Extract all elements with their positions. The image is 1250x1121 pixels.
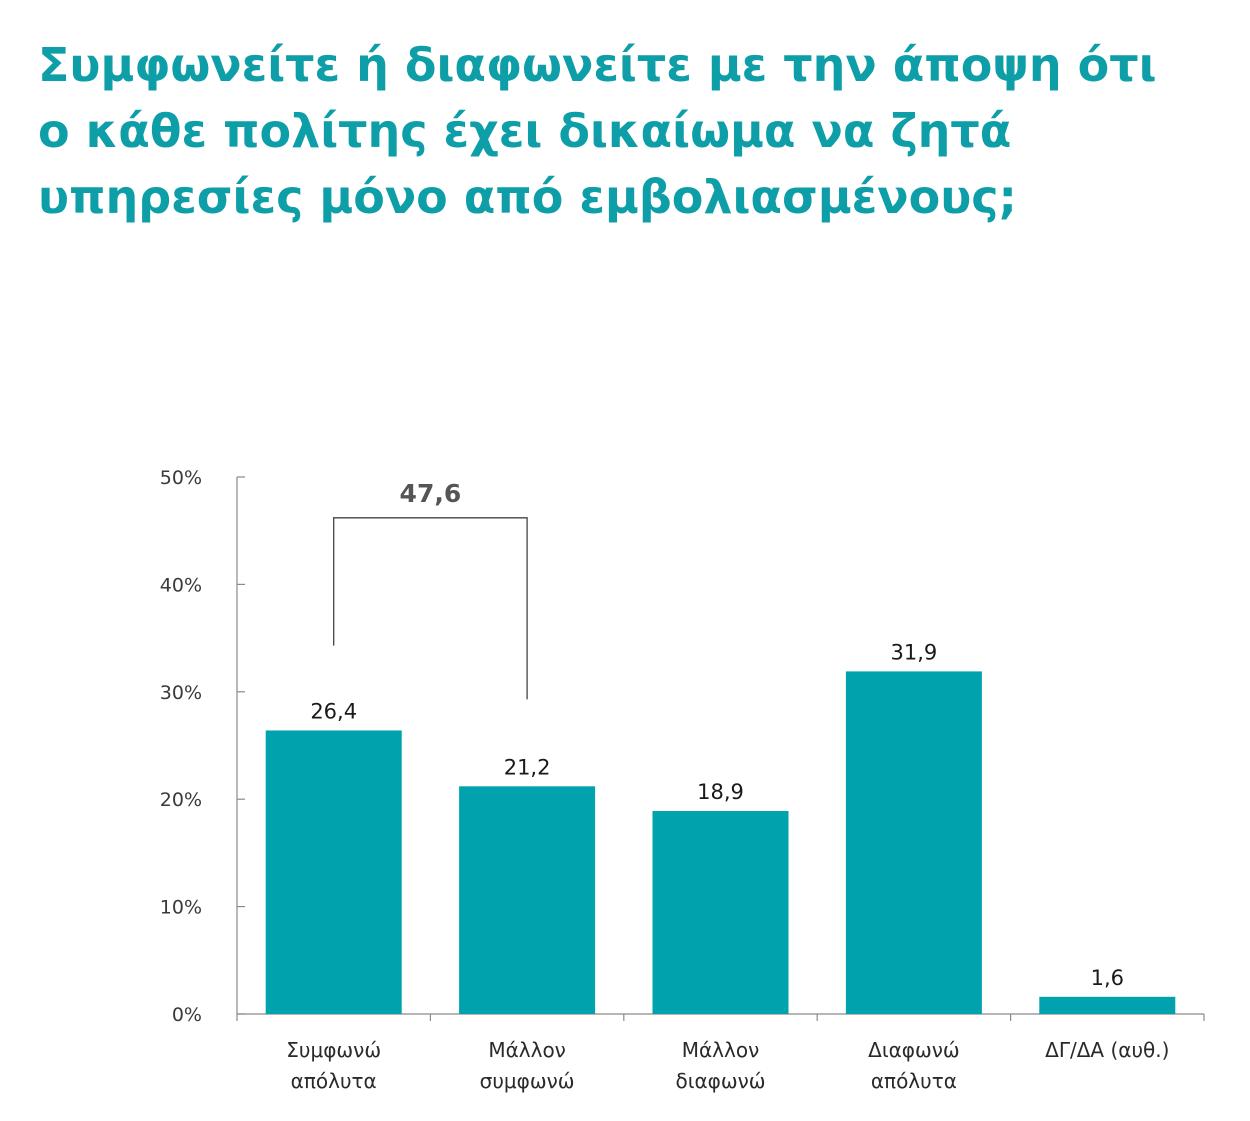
bar-value-label: 31,9 xyxy=(891,640,938,664)
y-tick-label: 20% xyxy=(160,789,202,811)
category-label: ΔΓ/ΔΑ (αυθ.) xyxy=(1045,1038,1169,1062)
category-label: διαφωνώ xyxy=(675,1069,765,1093)
bar xyxy=(652,811,789,1014)
category-label: Μάλλον xyxy=(488,1038,566,1062)
bars-group: 26,4 21,2 18,9 31,9 1,6 xyxy=(265,640,1176,1014)
bar-value-label: 26,4 xyxy=(310,699,357,723)
chart-title: Συμφωνείτε ή διαφωνείτε με την άποψη ότι… xyxy=(38,32,1228,230)
y-tick-label: 40% xyxy=(160,574,202,596)
category-label: Διαφωνώ xyxy=(868,1038,960,1062)
combined-bracket: 47,6 xyxy=(333,479,528,700)
category-label: Μάλλον xyxy=(682,1038,760,1062)
category-label: απόλυτα xyxy=(871,1069,957,1093)
bar xyxy=(459,786,596,1014)
y-tick-label: 0% xyxy=(172,1004,202,1026)
title-line-3: υπηρεσίες μόνο από εμβολιασμένους; xyxy=(38,170,1017,224)
y-axis-ticks: 0% 10% 20% 30% 40% 50% xyxy=(160,467,245,1026)
bar-value-label: 21,2 xyxy=(504,755,551,779)
title-line-2: ο κάθε πολίτης έχει δικαίωμα να ζητά xyxy=(38,104,1012,158)
bar xyxy=(1039,996,1176,1014)
y-tick-label: 50% xyxy=(160,467,202,489)
y-tick-label: 10% xyxy=(160,897,202,919)
title-line-1: Συμφωνείτε ή διαφωνείτε με την άποψη ότι xyxy=(38,38,1157,92)
bar-value-label: 1,6 xyxy=(1091,966,1124,990)
bracket-total-label: 47,6 xyxy=(400,479,462,508)
category-label: απόλυτα xyxy=(291,1069,377,1093)
bracket-line xyxy=(333,517,528,700)
x-axis-labels: Συμφωνώ απόλυτα Μάλλον συμφωνώ Μάλλον διαφωνώ… xyxy=(286,1038,1169,1093)
bar xyxy=(845,671,982,1014)
bar xyxy=(265,730,402,1014)
bar-value-label: 18,9 xyxy=(697,780,744,804)
y-tick-label: 30% xyxy=(160,682,202,704)
category-label: Συμφωνώ xyxy=(286,1038,381,1062)
category-label: συμφωνώ xyxy=(480,1069,575,1093)
